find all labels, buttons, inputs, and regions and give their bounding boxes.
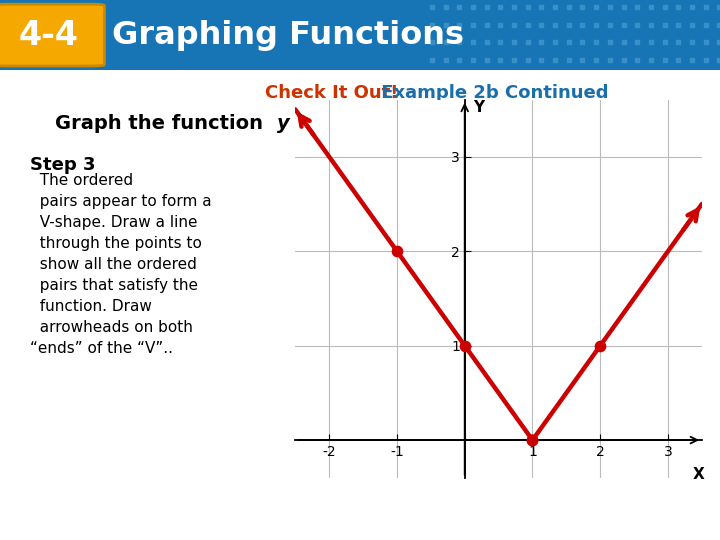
Text: Graph the function: Graph the function	[55, 114, 270, 133]
Text: arrowheads on both: arrowheads on both	[30, 320, 193, 335]
Point	[527, 436, 539, 444]
Text: Copyright © by Holt, Rinehart and Winston  All Rights Reserved.: Copyright © by Holt, Rinehart and Winsto…	[370, 515, 706, 525]
Text: y: y	[277, 114, 289, 133]
Text: “ends” of the “V”..: “ends” of the “V”..	[30, 341, 173, 356]
Text: Example 2b Continued: Example 2b Continued	[375, 84, 608, 102]
Text: Holt Algebra 1: Holt Algebra 1	[14, 513, 127, 526]
Text: V-shape. Draw a line: V-shape. Draw a line	[30, 214, 197, 230]
Point	[527, 436, 539, 444]
Point	[391, 247, 402, 255]
Text: =  |: = |	[288, 113, 332, 133]
Text: pairs appear to form a: pairs appear to form a	[30, 193, 212, 208]
Text: Check It Out!: Check It Out!	[265, 84, 398, 102]
FancyBboxPatch shape	[0, 4, 104, 66]
Text: show all the ordered: show all the ordered	[30, 256, 197, 272]
FancyBboxPatch shape	[0, 0, 720, 70]
Text: Step 3: Step 3	[30, 157, 96, 174]
Point	[595, 341, 606, 350]
Point	[459, 341, 470, 350]
Text: – 1|.: – 1|.	[334, 113, 385, 133]
Text: The ordered: The ordered	[30, 172, 133, 187]
Text: through the points to: through the points to	[30, 235, 202, 251]
Text: pairs that satisfy the: pairs that satisfy the	[30, 278, 198, 293]
Text: Y: Y	[474, 100, 485, 115]
Text: 4-4: 4-4	[19, 18, 79, 52]
Text: X: X	[693, 467, 704, 482]
Text: function. Draw: function. Draw	[30, 299, 152, 314]
Text: x: x	[323, 114, 336, 133]
Text: Graphing Functions: Graphing Functions	[112, 19, 464, 51]
